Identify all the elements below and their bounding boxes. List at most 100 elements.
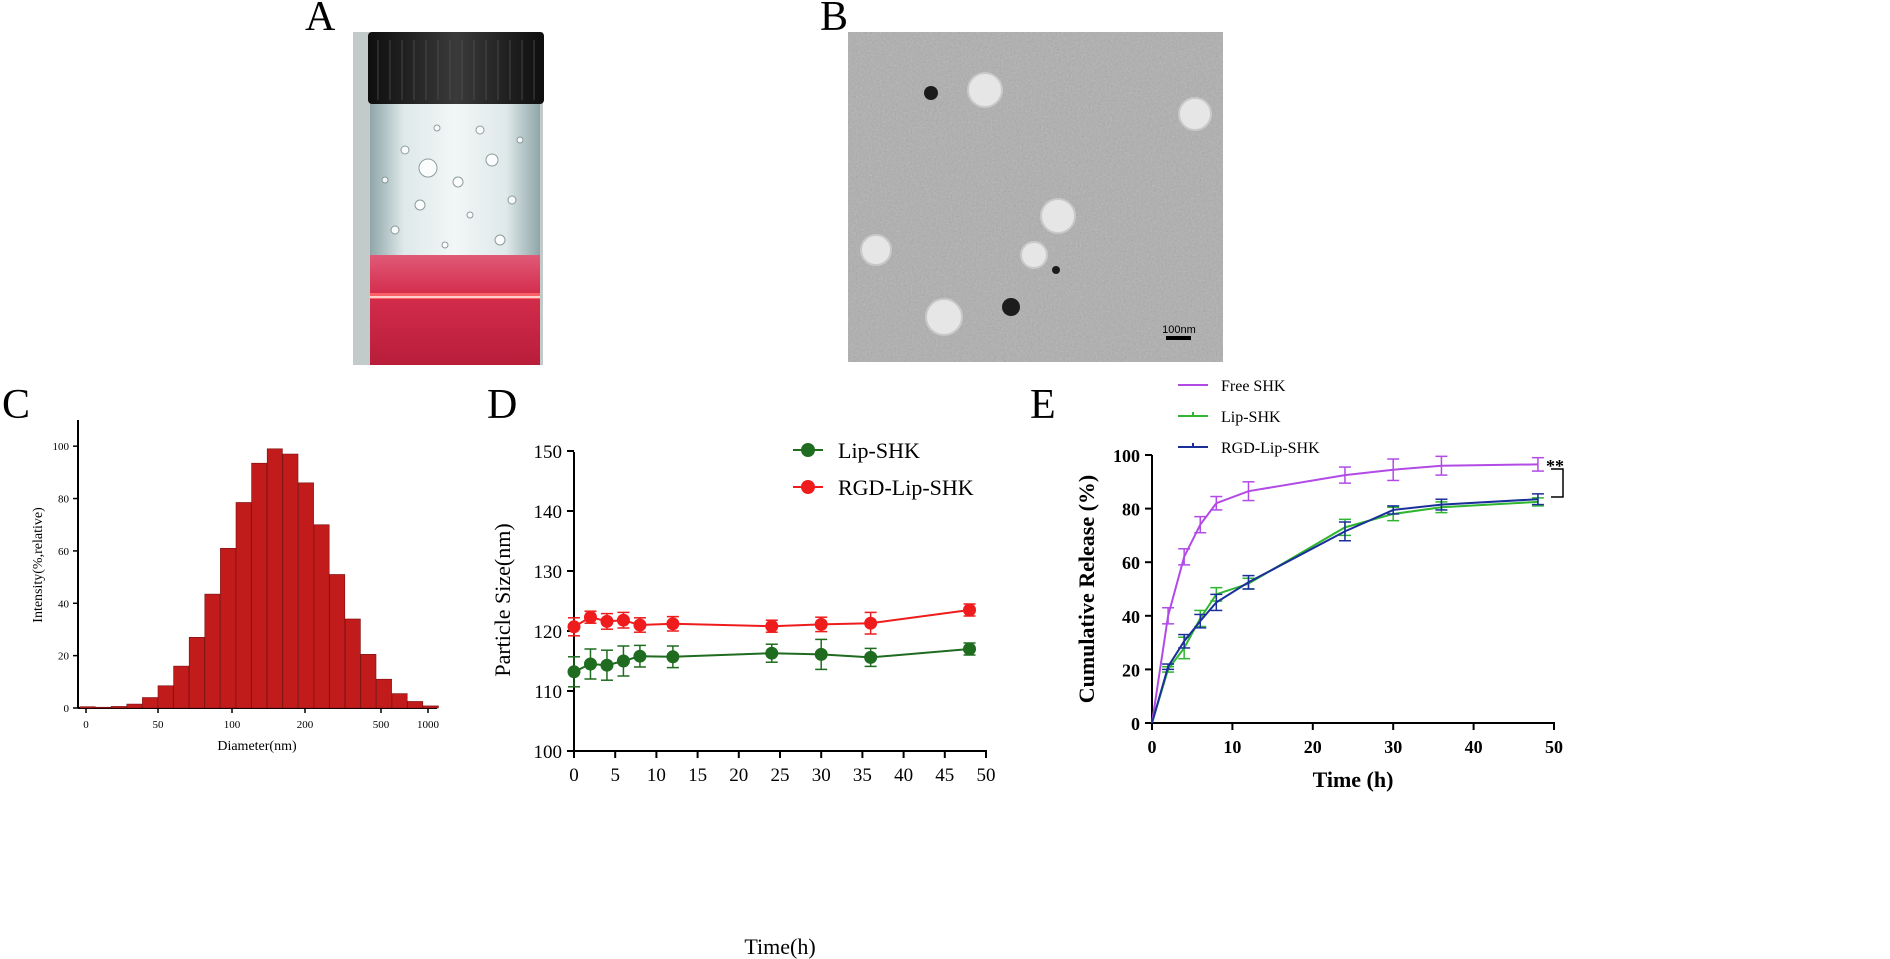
c-x-tick-label: 100 bbox=[224, 719, 241, 731]
e-x-tick-label: 30 bbox=[1384, 737, 1402, 757]
tem-dense-particles bbox=[924, 86, 1060, 316]
e-x-tick-label: 50 bbox=[1545, 737, 1563, 757]
c-bars bbox=[79, 448, 439, 709]
c-bar bbox=[95, 706, 112, 709]
d-legend-lip-shk: Lip-SHK bbox=[838, 438, 920, 463]
d-line-lip-shk bbox=[573, 648, 970, 673]
e-x-tick-label: 0 bbox=[1148, 737, 1157, 757]
d-point-rgd-lip-shk bbox=[616, 613, 630, 627]
c-bar bbox=[204, 593, 221, 709]
e-x-tick-label: 20 bbox=[1304, 737, 1322, 757]
c-bar bbox=[110, 706, 127, 709]
d-point-rgd-lip-shk bbox=[666, 617, 680, 631]
panel-label-c: C bbox=[2, 382, 30, 428]
c-bar bbox=[266, 448, 283, 709]
d-point-lip-shk bbox=[765, 646, 779, 660]
c-bar bbox=[220, 547, 236, 709]
d-x-tick-label: 15 bbox=[688, 765, 707, 786]
c-x-axis-label: Diameter(nm) bbox=[217, 739, 297, 754]
e-y-tick-label: 20 bbox=[1122, 660, 1140, 680]
d-point-lip-shk bbox=[616, 654, 630, 668]
c-bar bbox=[126, 703, 143, 709]
d-point-rgd-lip-shk bbox=[814, 617, 828, 631]
e-y-tick-label: 80 bbox=[1122, 500, 1140, 520]
c-bar bbox=[235, 502, 252, 709]
panel-label-d: D bbox=[487, 382, 517, 428]
d-y-tick-label: 120 bbox=[534, 622, 563, 643]
e-y-tick-label: 40 bbox=[1122, 607, 1140, 627]
c-bar bbox=[79, 706, 96, 709]
panel-label-b: B bbox=[820, 0, 848, 40]
e-legend-lip-shk: Lip-SHK bbox=[1221, 409, 1281, 426]
e-x-axis-label: Time (h) bbox=[1313, 767, 1394, 792]
scale-bar-label: 100nm bbox=[1162, 324, 1196, 336]
c-bar bbox=[282, 453, 299, 709]
d-y-tick-label: 100 bbox=[534, 742, 563, 763]
d-x-tick-label: 50 bbox=[977, 765, 996, 786]
c-y-ticks: 0 20 40 60 80 100 bbox=[53, 441, 78, 715]
d-legend-marker-lip-shk bbox=[801, 443, 815, 457]
chart-size-distribution: 0 20 40 60 80 100 0 50 100 200 500 1000 Diameter(n… bbox=[31, 420, 440, 754]
e-y-tick-label: 0 bbox=[1131, 714, 1140, 734]
panel-label-a: A bbox=[305, 0, 336, 40]
c-bar bbox=[298, 482, 314, 709]
d-point-lip-shk bbox=[814, 647, 828, 661]
c-bar bbox=[173, 665, 190, 709]
e-legend: Free SHK Lip-SHK RGD-Lip-SHK bbox=[1178, 378, 1320, 457]
panel-label-e: E bbox=[1030, 382, 1056, 428]
tem-particles bbox=[860, 72, 1212, 336]
vial-photo bbox=[353, 32, 544, 365]
c-y-tick-label: 20 bbox=[58, 651, 70, 663]
d-y-tick-label: 110 bbox=[534, 682, 562, 703]
c-bar bbox=[360, 654, 377, 709]
d-point-lip-shk bbox=[963, 642, 977, 656]
d-point-lip-shk bbox=[633, 649, 647, 663]
d-x-ticks: 0 5 10 15 20 25 30 35 40 45 50 bbox=[569, 751, 996, 786]
c-x-tick-label: 0 bbox=[83, 719, 89, 731]
d-x-tick-label: 30 bbox=[812, 765, 831, 786]
d-point-lip-shk bbox=[583, 657, 597, 671]
d-point-lip-shk bbox=[600, 658, 614, 672]
vial-liquid bbox=[370, 255, 540, 365]
e-y-tick-label: 60 bbox=[1122, 553, 1140, 573]
c-bar bbox=[251, 462, 268, 709]
e-line-free-shk bbox=[1151, 463, 1538, 724]
d-point-rgd-lip-shk bbox=[633, 618, 647, 632]
c-x-tick-label: 1000 bbox=[417, 719, 440, 731]
d-x-tick-label: 10 bbox=[647, 765, 666, 786]
e-line-rgd-lip-shk bbox=[1151, 498, 1538, 724]
d-point-lip-shk bbox=[666, 650, 680, 664]
c-bar bbox=[313, 524, 330, 709]
d-point-lip-shk bbox=[864, 650, 878, 664]
d-y-tick-label: 130 bbox=[534, 562, 563, 583]
d-legend-marker-rgd bbox=[801, 480, 815, 494]
scale-bar bbox=[1166, 336, 1191, 340]
tem-image: 100nm bbox=[848, 32, 1223, 362]
d-y-axis-label: Particle Size(nm) bbox=[490, 523, 515, 676]
c-bar bbox=[422, 705, 439, 709]
d-legend-rgd-lip-shk: RGD-Lip-SHK bbox=[838, 475, 974, 500]
c-bar bbox=[157, 685, 174, 709]
c-x-tick-label: 500 bbox=[373, 719, 390, 731]
c-y-tick-label: 60 bbox=[58, 546, 70, 558]
c-bar bbox=[407, 701, 424, 709]
d-x-tick-label: 35 bbox=[853, 765, 872, 786]
e-significance-bracket: ** bbox=[1546, 456, 1564, 498]
c-x-ticks: 0 50 100 200 500 1000 bbox=[83, 708, 440, 731]
d-x-tick-label: 25 bbox=[771, 765, 790, 786]
c-bar bbox=[329, 574, 346, 709]
c-y-tick-label: 40 bbox=[58, 598, 70, 610]
c-bar bbox=[391, 693, 408, 709]
c-y-tick-label: 0 bbox=[64, 703, 70, 715]
e-line-lip-shk bbox=[1151, 500, 1538, 724]
c-y-tick-label: 100 bbox=[53, 441, 70, 453]
c-bar bbox=[142, 697, 158, 709]
d-x-axis-label: Time(h) bbox=[744, 934, 815, 959]
e-legend-free-shk: Free SHK bbox=[1221, 378, 1286, 395]
d-x-tick-label: 20 bbox=[729, 765, 748, 786]
d-legend: Lip-SHK RGD-Lip-SHK bbox=[793, 438, 974, 500]
e-legend-rgd-lip-shk: RGD-Lip-SHK bbox=[1221, 440, 1320, 457]
e-y-ticks: 0 20 40 60 80 100 bbox=[1113, 446, 1152, 734]
